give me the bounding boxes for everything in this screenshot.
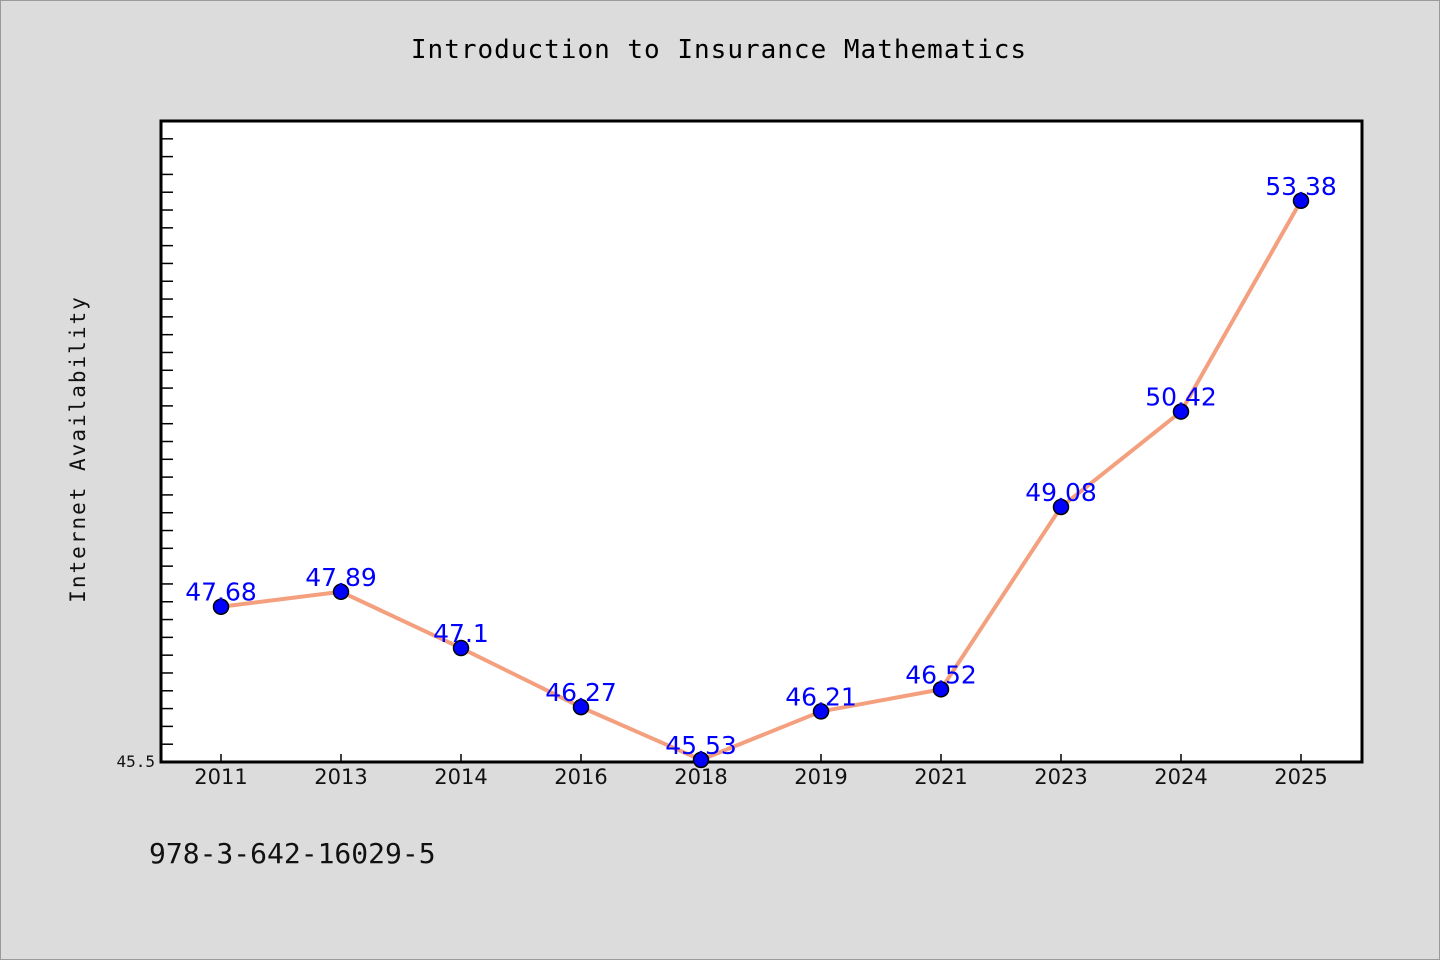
series-line xyxy=(219,198,1303,762)
x-axis-tick-label: 2018 xyxy=(674,765,727,789)
plot-area xyxy=(159,119,1364,764)
x-axis-tick-label: 2024 xyxy=(1154,765,1207,789)
data-label: 47.89 xyxy=(305,563,377,592)
y-axis-ticks xyxy=(161,138,173,745)
data-point-marker xyxy=(1292,192,1310,210)
data-label: 46.52 xyxy=(905,660,977,689)
x-axis-tick-label: 2025 xyxy=(1274,765,1327,789)
data-label: 49.08 xyxy=(1025,478,1097,507)
x-axis-tick-label: 2011 xyxy=(194,765,247,789)
data-point-marker xyxy=(332,583,350,601)
data-labels: 47.68 47.89 47.1 46.27 45.53 46.21 46.52 49.08 5… xyxy=(185,172,1337,760)
x-axis-tick-label: 2014 xyxy=(434,765,487,789)
data-label: 46.27 xyxy=(545,678,617,707)
data-point-marker xyxy=(572,698,590,716)
data-point-marker xyxy=(812,703,830,720)
data-point-marker xyxy=(212,598,230,615)
data-label: 45.53 xyxy=(665,731,737,760)
y-axis-label: Internet Availability xyxy=(66,295,90,603)
isbn-footnote: 978-3-642-16029-5 xyxy=(149,837,436,870)
y-axis-tick-label: 45.5 xyxy=(116,752,155,771)
data-point-marker xyxy=(932,681,950,698)
data-point-marker xyxy=(1052,498,1070,516)
x-axis-tick-label: 2016 xyxy=(554,765,607,789)
x-axis-tick-label: 2019 xyxy=(794,765,847,789)
series-markers xyxy=(212,192,1310,769)
x-axis-tick-label: 2023 xyxy=(1034,765,1087,789)
x-axis-tick-label: 2021 xyxy=(914,765,967,789)
data-label: 50.42 xyxy=(1145,383,1217,412)
data-label: 47.1 xyxy=(433,619,489,648)
data-label: 47.68 xyxy=(185,578,257,607)
data-point-marker xyxy=(1172,403,1190,420)
data-point-marker xyxy=(452,639,470,657)
x-axis-tick-label: 2013 xyxy=(314,765,367,789)
series-line-group xyxy=(219,198,1303,762)
data-label: 46.21 xyxy=(785,682,857,711)
data-label: 53.38 xyxy=(1265,172,1337,201)
data-point-marker xyxy=(692,751,710,769)
chart-title: Introduction to Insurance Mathematics xyxy=(410,35,1028,65)
x-axis-ticks: 2011 2013 2014 2016 2018 2019 2021 2023 2024 2025 xyxy=(194,754,1328,789)
